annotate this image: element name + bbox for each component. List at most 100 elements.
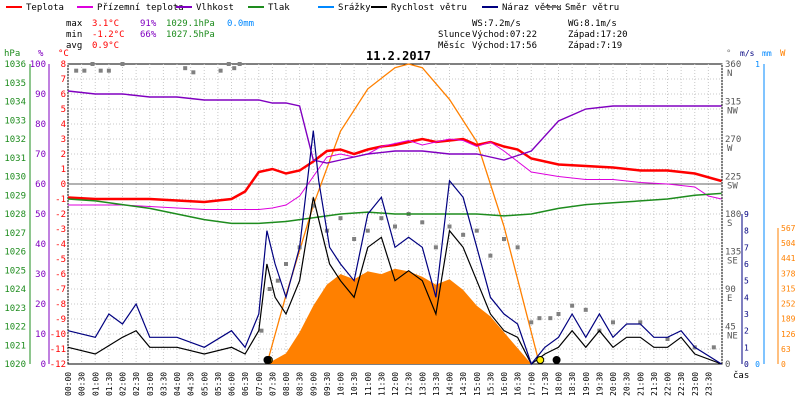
direction-point: [393, 224, 397, 229]
x-tick-label: 23:00: [691, 372, 700, 396]
wind-tick-label: 3: [744, 310, 749, 319]
direction-point: [90, 62, 95, 66]
moon-set: Západ:7:19: [568, 41, 622, 51]
x-tick-label: 21:30: [650, 372, 659, 396]
x-tick-label: 17:00: [527, 372, 536, 396]
temperature-tick-label: 0: [61, 180, 66, 190]
pressure-tick-label: 1025: [4, 266, 26, 276]
direction-point: [488, 253, 493, 258]
temperature-tick-label: -7: [55, 285, 66, 295]
stats-max-press: 1029.1hPa: [166, 19, 215, 29]
direction-point: [191, 70, 196, 75]
unit-labels: hPa % °C ° m/s mm W čas: [4, 49, 786, 381]
moonset-marker: [263, 356, 272, 364]
wind-ws: WS:7.2m/s: [472, 19, 521, 29]
series-lines: [67, 90, 722, 366]
direction-point: [82, 68, 87, 73]
direction-point: [226, 62, 231, 66]
pressure-tick-label: 1022: [4, 323, 26, 333]
x-tick-label: 01:00: [91, 372, 100, 396]
sun-set: Západ:17:20: [568, 30, 628, 40]
pressure-tick-label: 1030: [4, 173, 26, 183]
temperature-tick-label: 5: [61, 105, 66, 115]
direction-tick-label: 135: [725, 248, 741, 258]
x-tick-label: 01:30: [105, 372, 114, 396]
direction-tick-label: 270: [725, 135, 741, 145]
stats-header: max 3.1°C 91% 1029.1hPa 0.0mm min -1.2°C…: [66, 19, 628, 63]
series-line-tlak: [67, 192, 722, 225]
humidity-tick-label: 10: [35, 330, 46, 340]
temperature-tick-label: 7: [61, 75, 66, 85]
x-tick-label: 12:30: [405, 372, 414, 396]
temperature-tick-label: 8: [61, 60, 66, 70]
temperature-tick-label: -1: [55, 195, 66, 205]
series-line-náraz-větru: [67, 130, 722, 366]
sun-label: Slunce: [438, 30, 471, 40]
moon-rise: Východ:17:56: [472, 41, 537, 51]
series-line-přízemní-teplota: [68, 138, 722, 210]
sunset-marker: [536, 356, 545, 364]
direction-point: [529, 320, 534, 325]
wind-tick-label: 6: [744, 260, 749, 269]
pressure-tick-label: 1028: [4, 210, 26, 220]
rain-tick-label: 0: [755, 360, 760, 369]
unit-degc: °C: [58, 49, 69, 59]
temperature-tick-label: 4: [61, 120, 66, 130]
solar-tick-label: 441: [781, 254, 796, 263]
direction-point: [711, 345, 716, 350]
pressure-tick-label: 1026: [4, 248, 26, 258]
x-tick-label: 09:00: [309, 372, 318, 396]
axes: 1036103510341033103210311030102910281027…: [4, 60, 795, 370]
unit-ms: m/s: [740, 49, 755, 58]
x-tick-label: 03:00: [146, 372, 155, 396]
solar-tick-label: 504: [781, 239, 796, 248]
wind-tick-label: 1: [744, 343, 749, 352]
direction-tick-name: W: [727, 144, 733, 154]
temperature-tick-label: -3: [55, 225, 66, 235]
solar-area-fill: [266, 268, 532, 364]
temperature-tick-label: -10: [50, 330, 66, 340]
stats-max-label: max: [66, 19, 83, 29]
unit-pct: %: [38, 49, 44, 59]
legend-label: Směr větru: [565, 3, 619, 13]
temperature-tick-label: -12: [50, 360, 66, 370]
humidity-tick-label: 70: [35, 150, 46, 160]
wind-tick-label: 4: [744, 293, 749, 302]
x-tick-label: 04:30: [187, 372, 196, 396]
x-tick-label: 09:30: [323, 372, 332, 396]
pressure-tick-label: 1036: [4, 60, 26, 70]
direction-point: [183, 66, 188, 71]
solar-tick-label: 378: [781, 269, 796, 278]
stats-min-press: 1027.5hPa: [166, 30, 215, 40]
humidity-tick-label: 60: [35, 180, 46, 190]
direction-point: [259, 328, 264, 333]
legend: Teplota Přízemní teplota Vlhkost Tlak Srážky…: [6, 3, 619, 13]
pressure-tick-label: 1020: [4, 360, 26, 370]
legend-label: Rychlost větru: [391, 3, 467, 13]
x-tick-label: 11:00: [364, 372, 373, 396]
direction-point: [433, 245, 438, 250]
humidity-tick-label: 90: [35, 90, 46, 100]
pressure-tick-label: 1031: [4, 154, 26, 164]
direction-tick-label: 180: [725, 210, 741, 220]
temperature-tick-label: 3: [61, 135, 66, 145]
pressure-tick-label: 1032: [4, 135, 26, 145]
x-tick-label: 17:30: [541, 372, 550, 396]
direction-point: [352, 237, 357, 241]
legend-label: Tlak: [268, 3, 290, 13]
direction-point: [120, 62, 125, 66]
humidity-tick-label: 50: [35, 210, 46, 220]
temperature-tick-label: -6: [55, 270, 66, 280]
solar-tick-label: 567: [781, 224, 796, 233]
humidity-tick-label: 0: [41, 360, 46, 370]
x-tick-label: 10:00: [337, 372, 346, 396]
x-tick-label: 22:00: [664, 372, 673, 396]
direction-point: [611, 320, 615, 325]
humidity-tick-label: 30: [35, 270, 46, 280]
humidity-tick-label: 20: [35, 300, 46, 310]
direction-tick-name: SW: [727, 182, 738, 192]
direction-point: [665, 337, 670, 341]
stats-avg-label: avg: [66, 41, 82, 51]
direction-point: [461, 232, 466, 237]
